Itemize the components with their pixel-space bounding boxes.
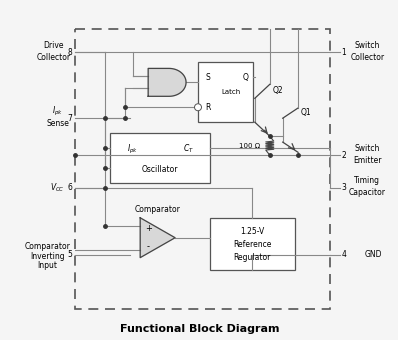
- Text: Q2: Q2: [273, 86, 283, 95]
- Text: Drive: Drive: [43, 41, 64, 50]
- Text: Oscillator: Oscillator: [142, 165, 178, 173]
- Text: Emitter: Emitter: [353, 155, 382, 165]
- Bar: [198, 63, 253, 122]
- Text: Sense: Sense: [46, 119, 69, 128]
- Text: +: +: [145, 224, 152, 233]
- Text: $V_{CC}$: $V_{CC}$: [50, 182, 65, 194]
- Text: Functional Block Diagram: Functional Block Diagram: [120, 324, 280, 334]
- Text: Q: Q: [243, 73, 249, 82]
- Text: Input: Input: [37, 261, 58, 270]
- Bar: [76, 29, 330, 309]
- Text: -: -: [147, 242, 150, 251]
- Text: Collector: Collector: [350, 53, 384, 62]
- Text: $C_T$: $C_T$: [183, 143, 193, 155]
- Text: Inverting: Inverting: [30, 252, 65, 261]
- Text: $I_{pk}$: $I_{pk}$: [127, 142, 138, 156]
- Bar: [110, 133, 210, 183]
- Text: R: R: [205, 103, 211, 112]
- Text: Timing: Timing: [354, 176, 380, 185]
- Text: 3: 3: [341, 183, 346, 192]
- Text: Comparator: Comparator: [25, 242, 70, 251]
- Text: 4: 4: [341, 250, 346, 259]
- Text: Q1: Q1: [300, 108, 311, 117]
- Text: 1: 1: [341, 48, 346, 57]
- Text: Latch: Latch: [221, 89, 240, 95]
- Text: Regulator: Regulator: [234, 253, 271, 262]
- Text: GND: GND: [365, 250, 382, 259]
- Text: 8: 8: [68, 48, 72, 57]
- Text: 1.25-V: 1.25-V: [240, 227, 264, 236]
- Text: Comparator: Comparator: [135, 205, 181, 214]
- Bar: [210, 218, 295, 270]
- Text: Collector: Collector: [37, 53, 70, 62]
- Text: 100 Ω: 100 Ω: [239, 142, 260, 149]
- Text: 7: 7: [68, 114, 72, 123]
- Text: 5: 5: [68, 250, 72, 259]
- Text: Switch: Switch: [355, 41, 380, 50]
- Text: 2: 2: [341, 151, 346, 159]
- Text: S: S: [206, 73, 211, 82]
- Circle shape: [195, 104, 201, 111]
- Text: Switch: Switch: [355, 143, 380, 153]
- Polygon shape: [148, 68, 186, 96]
- Text: $I_{pk}$: $I_{pk}$: [52, 105, 63, 118]
- Text: 6: 6: [68, 183, 72, 192]
- Text: Reference: Reference: [233, 240, 271, 249]
- Text: Capacitor: Capacitor: [349, 188, 386, 198]
- Polygon shape: [140, 218, 175, 258]
